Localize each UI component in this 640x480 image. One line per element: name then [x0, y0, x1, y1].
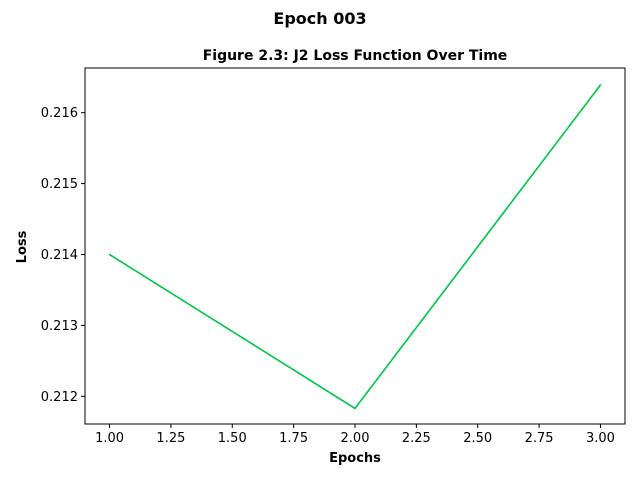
data-point: [354, 407, 356, 410]
data-point: [108, 253, 111, 256]
x-tick-label: 3.00: [586, 431, 615, 446]
figure-suptitle: Epoch 003: [273, 9, 366, 28]
y-tick-label: 0.215: [41, 177, 78, 192]
x-tick-label: 1.50: [218, 431, 247, 446]
axes-frame: [84, 67, 626, 425]
x-tick-label: 2.00: [341, 431, 370, 446]
x-tick-label: 1.00: [95, 431, 124, 446]
x-axis-ticks: 1.00 1.25 1.50 1.75 2.00 2.25 2.50 2.75 3.00: [95, 424, 615, 446]
x-tick-label: 2.25: [402, 431, 431, 446]
y-axis-label: Loss: [15, 230, 30, 263]
chart-title: Figure 2.3: J2 Loss Function Over Time: [203, 48, 508, 64]
x-tick-label: 1.75: [279, 431, 308, 446]
y-axis-ticks: 0.212 0.213 0.214 0.215 0.216: [41, 106, 85, 405]
x-tick-label: 1.25: [156, 431, 185, 446]
y-tick-label: 0.216: [41, 106, 78, 121]
series-layer: [108, 84, 602, 410]
data-point: [599, 84, 602, 86]
plot-area: 1.00 1.25 1.50 1.75 2.00 2.25 2.50 2.75 3.00 0.2…: [41, 67, 626, 446]
y-tick-label: 0.213: [41, 319, 78, 334]
y-tick-label: 0.212: [41, 390, 78, 405]
x-axis-label: Epochs: [329, 451, 381, 466]
y-tick-label: 0.214: [41, 248, 78, 263]
series-line: [109, 84, 602, 410]
x-tick-label: 2.50: [463, 431, 492, 446]
x-tick-label: 2.75: [525, 431, 554, 446]
